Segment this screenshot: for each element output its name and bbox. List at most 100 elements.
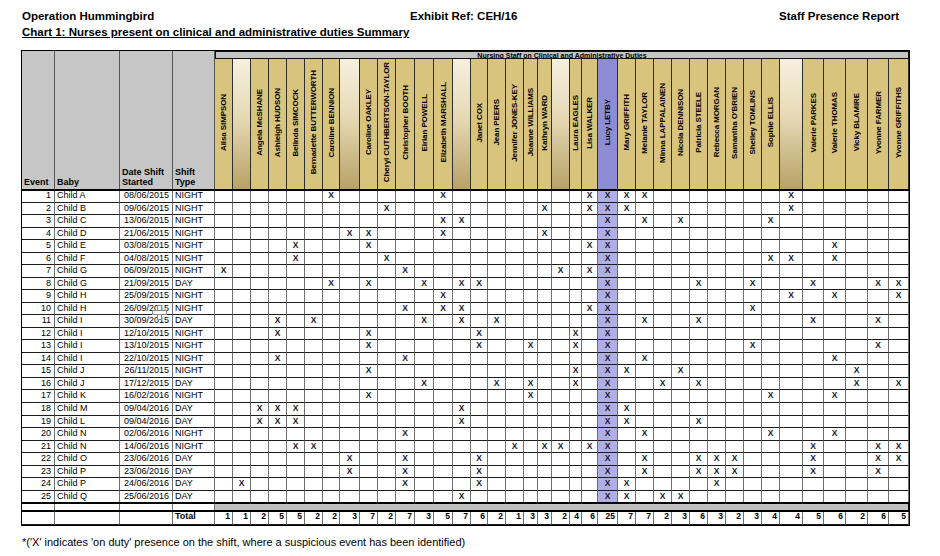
baby-cell: Child H (55, 290, 120, 303)
duty-mark: X (690, 453, 708, 466)
grid-cell (780, 353, 803, 366)
duty-mark: X (744, 340, 762, 353)
grid-cell (215, 441, 233, 454)
column-header-date-shift-started: Date Shift Started (120, 51, 173, 190)
grid-cell (538, 265, 552, 278)
grid-cell (215, 290, 233, 303)
grid-cell (215, 228, 233, 241)
shift-cell: DAY (173, 315, 215, 328)
staff-column-cheryl-cuthbertson-taylor: Cheryl CUTHBERTSON-TAYLOR (378, 59, 396, 190)
total-count: 1 (233, 511, 251, 525)
duty-mark: X (846, 378, 868, 391)
grid-cell (524, 315, 538, 328)
grid-cell (287, 203, 305, 216)
grid-cell (269, 203, 287, 216)
total-count: 6 (690, 511, 708, 525)
grid-cell (780, 390, 803, 403)
grid-cell (780, 328, 803, 341)
grid-cell (538, 290, 552, 303)
grid-cell (552, 203, 570, 216)
grid-cell (654, 441, 672, 454)
grid-cell (552, 428, 570, 441)
total-count: 3 (672, 511, 690, 525)
grid-cell (726, 378, 744, 391)
duty-mark: X (582, 240, 598, 253)
grid-cell (570, 403, 582, 416)
staff-column-valerie-thomas: Valerie THOMAS (824, 59, 846, 190)
duty-mark: X (582, 265, 598, 278)
grid-cell (434, 466, 453, 479)
duty-mark: X (582, 203, 598, 216)
staff-column-kathryn-ward: Kathryn WARD (538, 59, 552, 190)
grid-cell (215, 315, 233, 328)
staff-column-sophie-ellis: Sophie ELLIS (762, 59, 780, 190)
duty-mark: X (360, 228, 378, 241)
grid-cell (471, 403, 488, 416)
staff-column-yvonne-griffiths: Yvonne GRIFFITHS (889, 59, 909, 190)
grid-cell (471, 265, 488, 278)
grid-cell (360, 203, 378, 216)
grid-cell (269, 253, 287, 266)
grid-cell (453, 228, 471, 241)
grid-cell (538, 353, 552, 366)
grid-cell (824, 328, 846, 341)
duty-mark: X (415, 315, 434, 328)
grid-cell (570, 353, 582, 366)
grid-cell (434, 353, 453, 366)
duty-mark: X (618, 365, 636, 378)
grid-cell (506, 228, 524, 241)
grid-cell (582, 328, 598, 341)
grid-cell (538, 428, 552, 441)
grid-cell (744, 253, 762, 266)
duty-mark: X (396, 303, 415, 316)
total-count: 7 (360, 511, 378, 525)
staff-column-melanie-taylor: Melanie TAYLOR (636, 59, 654, 190)
total-count: 2 (378, 511, 396, 525)
grid-cell (889, 240, 909, 253)
grid-cell (618, 353, 636, 366)
grid-cell (378, 190, 396, 203)
grid-cell (305, 403, 323, 416)
grid-cell (506, 416, 524, 429)
date-cell: 23/06/2016 (120, 453, 173, 466)
grid-cell (506, 378, 524, 391)
grid-cell (672, 240, 690, 253)
event-cell: 14 (22, 353, 55, 366)
staff-column-blank (453, 59, 471, 190)
grid-cell (708, 265, 726, 278)
grid-cell (415, 428, 434, 441)
grid-cell (726, 328, 744, 341)
grid-cell (570, 466, 582, 479)
grid-cell (323, 390, 340, 403)
duty-mark: X (598, 466, 618, 479)
grid-cell (654, 453, 672, 466)
duty-mark: X (360, 328, 378, 341)
grid-cell (269, 265, 287, 278)
shift-cell: NIGHT (173, 253, 215, 266)
grid-cell (538, 403, 552, 416)
grid-cell (269, 215, 287, 228)
staff-column-christopher-booth: Christopher BOOTH (396, 59, 415, 190)
duty-mark: X (360, 278, 378, 291)
grid-cell (672, 466, 690, 479)
grid-cell (488, 441, 506, 454)
duty-mark: X (488, 378, 506, 391)
grid-cell (360, 378, 378, 391)
baby-cell: Child C (55, 215, 120, 228)
total-count: 2 (726, 511, 744, 525)
grid-cell (471, 378, 488, 391)
grid-cell (726, 403, 744, 416)
total-row-empty (55, 511, 120, 525)
grid-cell (506, 240, 524, 253)
staff-column-blank (340, 59, 360, 190)
duty-mark: X (598, 403, 618, 416)
duty-mark: X (453, 278, 471, 291)
duty-mark: X (287, 403, 305, 416)
grid-cell (233, 203, 251, 216)
grid-cell (434, 340, 453, 353)
grid-cell (690, 390, 708, 403)
grid-cell (726, 265, 744, 278)
grid-cell (538, 365, 552, 378)
grid-cell (488, 265, 506, 278)
date-cell: 21/06/2015 (120, 228, 173, 241)
